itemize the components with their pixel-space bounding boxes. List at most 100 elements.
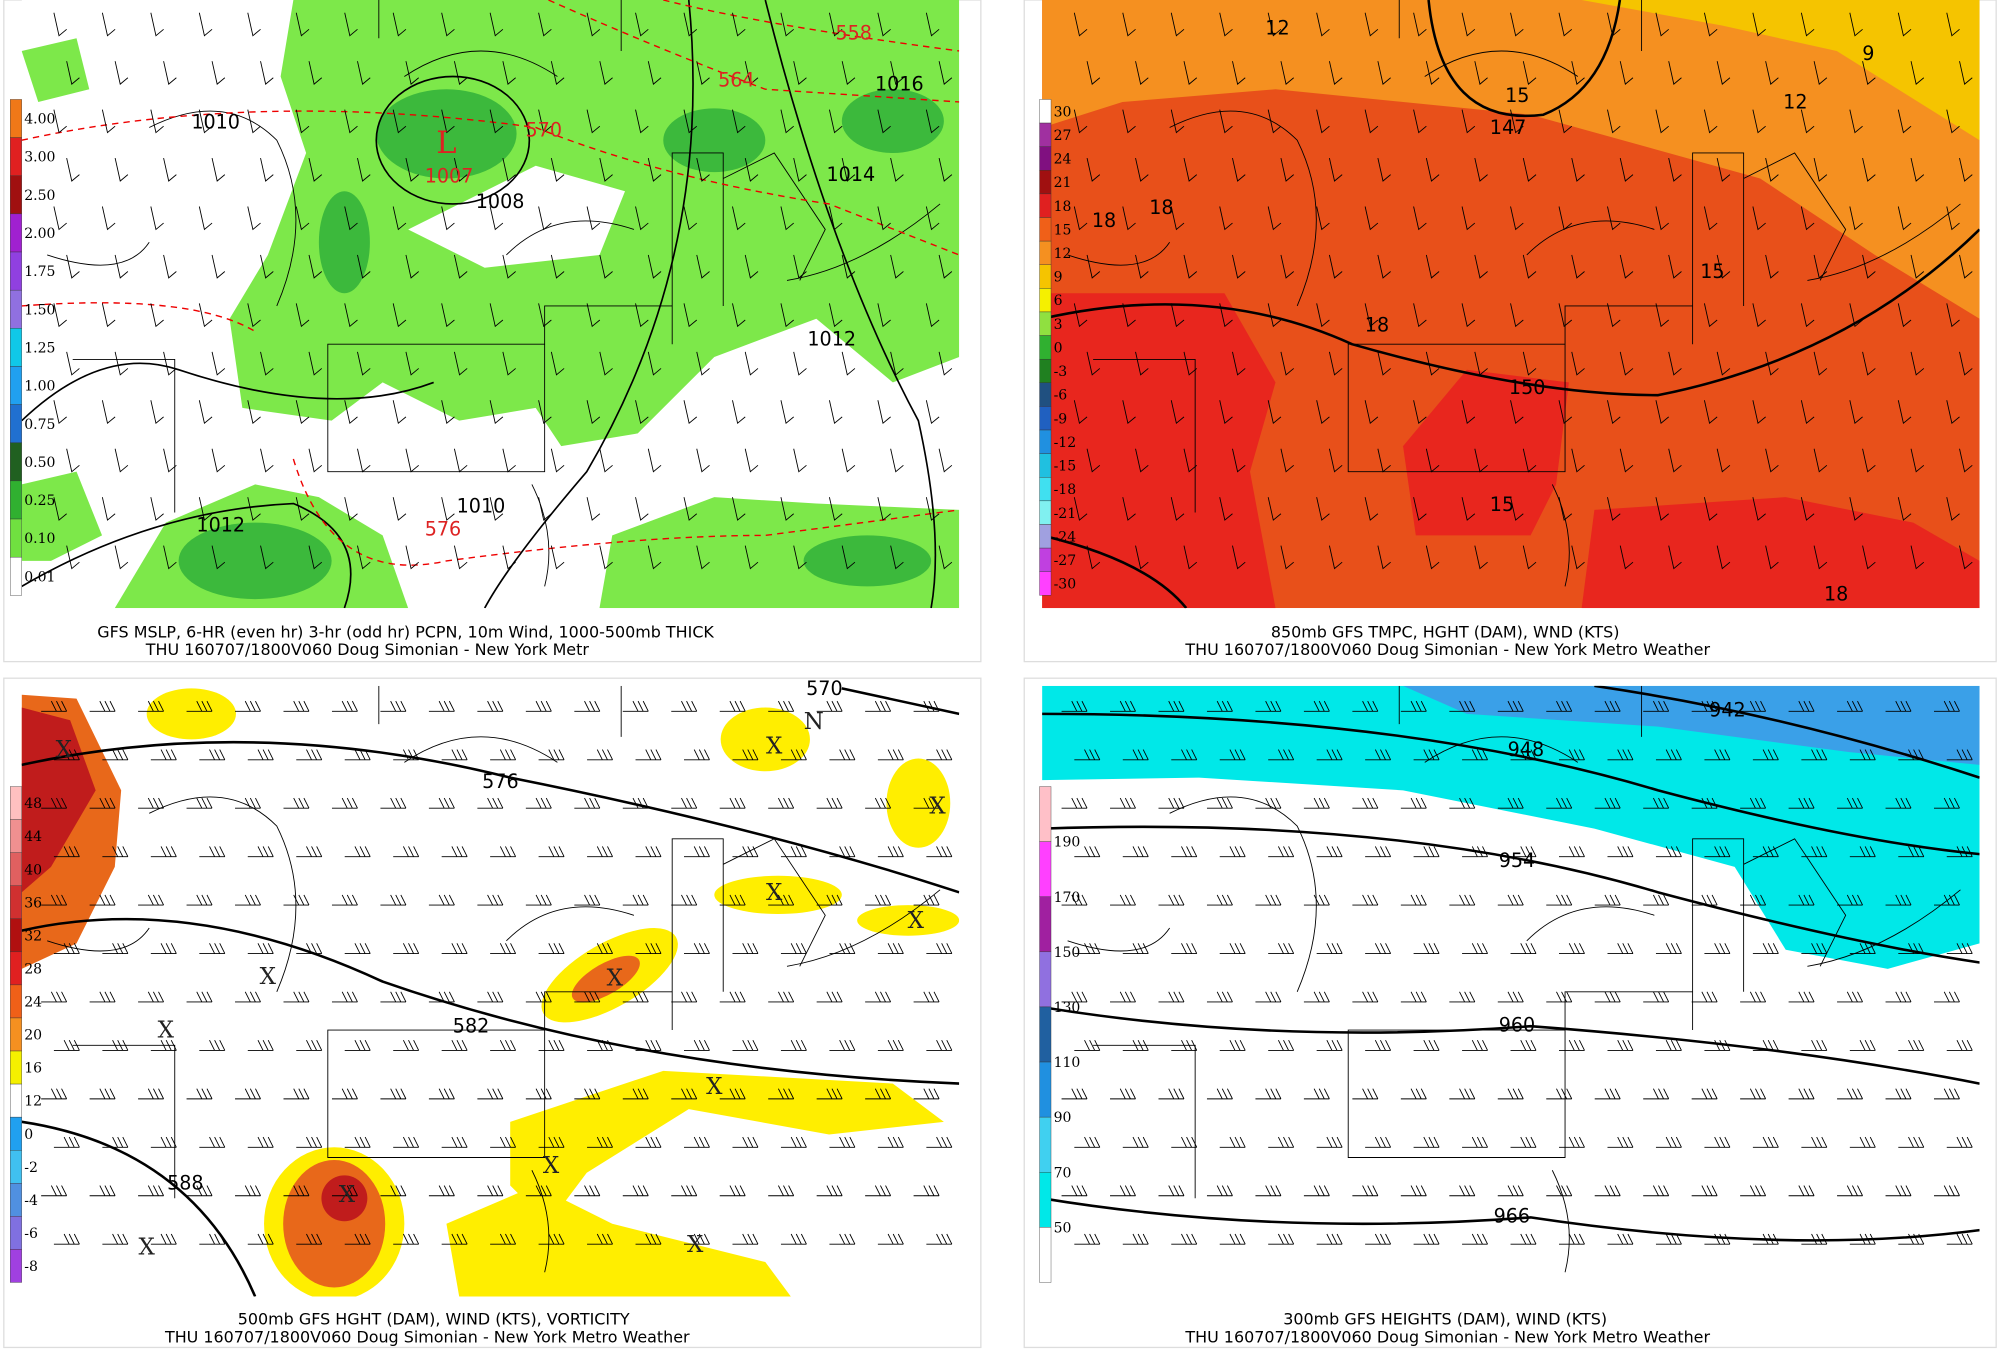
colorbar-label: 16 — [24, 1061, 42, 1077]
wind-barb — [587, 846, 613, 858]
wind-barb — [380, 991, 407, 1003]
wind-barb — [1946, 206, 1960, 231]
wind-barb — [296, 749, 323, 761]
wind-barb — [525, 797, 552, 809]
wind-barb — [1607, 1233, 1634, 1245]
panel-1-labels: 1010 L 1007 570 564 558 1016 1014 1008 1… — [191, 22, 923, 541]
wind-barb — [380, 797, 407, 809]
wind-barb — [1862, 448, 1876, 473]
max-marker: X — [339, 1182, 356, 1208]
wind-barb — [1558, 497, 1573, 521]
wind-barb — [1303, 797, 1330, 809]
wind-barb — [150, 12, 164, 37]
wind-barb — [502, 254, 516, 279]
wind-barb — [538, 749, 565, 761]
wind-barb — [793, 254, 807, 279]
wind-barb — [1898, 749, 1925, 761]
wind-barb — [308, 448, 323, 473]
wind-barb — [357, 448, 371, 473]
wind-barb — [550, 545, 565, 570]
wind-barb — [1413, 846, 1440, 858]
wind-barb — [1885, 1088, 1912, 1100]
colorbars: 4.00 3.00 2.50 2.00 1.75 1.50 1.25 1.00 0.75 0.50… — [10, 99, 1080, 1283]
wind-barb — [1607, 303, 1621, 328]
max-marker: X — [260, 964, 277, 990]
wind-barb — [1898, 943, 1925, 954]
wind-barb — [816, 1088, 843, 1100]
wind-barb — [574, 894, 601, 906]
wind-barb — [841, 61, 856, 85]
contour-label: 948 — [1508, 738, 1544, 761]
colorbar-label: 3 — [1054, 317, 1063, 333]
wind-barb — [1413, 12, 1427, 37]
wind-barb — [816, 797, 843, 809]
wind-barb — [635, 846, 662, 858]
wind-barb — [1704, 749, 1731, 761]
wind-barb — [393, 1136, 420, 1148]
wind-barb — [331, 1088, 358, 1100]
wind-barb — [1170, 497, 1185, 521]
wind-barb — [1946, 1040, 1973, 1051]
map-outline — [47, 0, 941, 587]
wind-barb — [1765, 254, 1779, 279]
wind-barb — [1219, 1136, 1246, 1148]
colorbar-label: 4.00 — [24, 112, 55, 128]
wind-barb — [1183, 157, 1198, 182]
wind-barb — [1267, 12, 1282, 37]
wind-barb — [1571, 545, 1585, 570]
wind-barb — [502, 448, 516, 473]
wind-barb — [1522, 545, 1537, 570]
colorbar-swatch — [1039, 1116, 1052, 1173]
wind-barb — [1170, 206, 1185, 231]
wind-barb — [441, 1136, 468, 1148]
wind-barb — [428, 1088, 455, 1100]
wind-barb — [538, 1040, 565, 1051]
wind-barb — [53, 1233, 80, 1245]
wind-barb — [1849, 846, 1876, 858]
wind-barb — [114, 351, 129, 376]
wind-barb — [114, 61, 129, 85]
wind-barb — [1219, 109, 1233, 134]
colorbar-label: 0.25 — [24, 493, 55, 509]
wind-barb — [877, 497, 891, 521]
wind-barb — [1946, 1233, 1973, 1245]
wind-barb — [1559, 846, 1585, 858]
wind-barb — [199, 943, 226, 954]
wind-barb — [1316, 943, 1343, 954]
wind-barb — [671, 700, 698, 712]
wind-barb — [405, 157, 419, 182]
wind-barb — [150, 109, 164, 134]
wind-barb — [1449, 700, 1476, 712]
wind-barb — [199, 846, 226, 858]
wind-barb — [538, 1233, 565, 1245]
contour-label: 150 — [1509, 376, 1545, 399]
wind-barb — [1219, 12, 1233, 37]
wind-barb — [235, 1185, 261, 1197]
colorbar-swatch — [10, 1249, 22, 1283]
colorbar-label: -18 — [1054, 482, 1077, 498]
wind-barb — [1946, 400, 1960, 425]
wind-barb — [357, 351, 371, 376]
wind-barb — [671, 894, 698, 906]
contour-label: 1007 — [425, 164, 474, 187]
wind-barb — [1619, 157, 1634, 182]
wind-barb — [829, 943, 856, 954]
contour-label: 15 — [1505, 84, 1529, 107]
wind-barb — [1206, 700, 1233, 712]
wind-barb — [1668, 448, 1682, 473]
wind-barb — [1788, 991, 1815, 1003]
colorbar-label: 90 — [1054, 1110, 1072, 1126]
wind-barb — [1885, 1185, 1912, 1197]
wind-barb — [247, 400, 261, 425]
barb-group — [41, 700, 953, 1245]
wind-barb — [744, 545, 759, 570]
wind-barb — [877, 206, 891, 231]
wind-barb — [1862, 351, 1876, 376]
wind-barb — [1267, 109, 1282, 134]
wind-barb — [331, 700, 358, 712]
wind-barb — [66, 545, 80, 570]
wind-barb — [1364, 12, 1379, 37]
wind-barb — [344, 303, 358, 328]
wind-barb — [1897, 12, 1912, 37]
wind-barb — [235, 894, 261, 906]
